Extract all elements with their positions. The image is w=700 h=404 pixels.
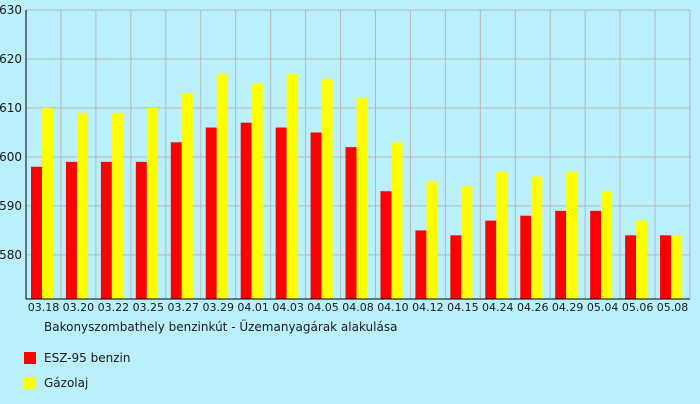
x-tick-label: 03.25	[133, 301, 165, 314]
x-tick-label: 04.08	[342, 301, 374, 314]
x-tick-label: 04.10	[377, 301, 409, 314]
bar-benzin	[415, 230, 427, 299]
bar-gazolaj	[181, 93, 193, 300]
legend-item-gazolaj: Gázolaj	[24, 370, 130, 395]
x-tick-label: 03.20	[63, 301, 95, 314]
bar-benzin	[310, 132, 322, 299]
x-tick-label: 03.29	[202, 301, 234, 314]
x-tick-label: 04.05	[307, 301, 339, 314]
bar-gazolaj	[356, 98, 368, 299]
bar-gazolaj	[111, 112, 123, 299]
legend-swatch-benzin	[24, 351, 36, 364]
bar-gazolaj	[566, 171, 578, 299]
legend-label-gazolaj: Gázolaj	[44, 375, 89, 390]
y-tick-label: 600	[0, 150, 22, 164]
x-tick-label: 04.24	[482, 301, 514, 314]
x-tick-label: 05.08	[657, 301, 689, 314]
bar-benzin	[135, 161, 147, 299]
bar-gazolaj	[391, 142, 403, 299]
bar-gazolaj	[601, 191, 613, 299]
bar-gazolaj	[461, 186, 473, 299]
x-tick-label: 04.01	[237, 301, 269, 314]
bar-gazolaj	[636, 220, 648, 299]
bar-benzin	[590, 210, 602, 299]
bar-gazolaj	[671, 235, 683, 299]
legend-swatch-gazolaj	[24, 376, 36, 389]
bar-benzin	[31, 166, 42, 299]
bar-benzin	[275, 127, 287, 299]
bar-benzin	[485, 220, 497, 299]
bar-gazolaj	[216, 73, 228, 299]
x-tick-label: 03.22	[98, 301, 130, 314]
bar-benzin	[555, 210, 567, 299]
y-tick-label: 620	[0, 52, 22, 66]
x-tick-label: 05.04	[587, 301, 619, 314]
y-tick-label: 580	[0, 248, 22, 262]
bar-gazolaj	[146, 107, 158, 300]
bar-benzin	[380, 191, 392, 299]
x-tick-label: 04.15	[447, 301, 479, 314]
x-tick-label: 05.06	[622, 301, 654, 314]
bar-gazolaj	[42, 107, 53, 300]
bar-gazolaj	[76, 112, 88, 299]
bar-gazolaj	[496, 171, 508, 299]
bar-gazolaj	[286, 73, 298, 299]
bar-gazolaj	[251, 83, 263, 299]
bar-benzin	[345, 147, 357, 299]
y-tick-label: 590	[0, 199, 22, 213]
bar-benzin	[240, 122, 252, 300]
bar-benzin	[205, 127, 217, 299]
x-tick-label: 04.03	[272, 301, 304, 314]
legend: ESZ-95 benzin Gázolaj	[24, 345, 130, 395]
bar-gazolaj	[426, 181, 438, 299]
bar-benzin	[660, 235, 672, 299]
bar-benzin	[625, 235, 637, 299]
bar-benzin	[170, 142, 182, 299]
x-tick-label: 04.12	[412, 301, 444, 314]
bar-benzin	[65, 161, 77, 299]
x-tick-label: 04.29	[552, 301, 584, 314]
bar-benzin	[450, 235, 462, 299]
bar-gazolaj	[321, 78, 333, 300]
legend-label-benzin: ESZ-95 benzin	[44, 350, 131, 365]
chart-title: Bakonyszombathely benzinkút - Üzemanyagá…	[44, 320, 398, 334]
x-tick-label: 04.26	[517, 301, 549, 314]
bar-gazolaj	[531, 176, 543, 299]
y-tick-label: 630	[0, 3, 22, 17]
x-tick-label: 03.27	[168, 301, 200, 314]
legend-item-benzin: ESZ-95 benzin	[24, 345, 130, 370]
bar-benzin	[520, 215, 532, 299]
y-tick-label: 610	[0, 101, 22, 115]
bar-benzin	[100, 161, 112, 299]
x-tick-label: 03.18	[28, 301, 60, 314]
